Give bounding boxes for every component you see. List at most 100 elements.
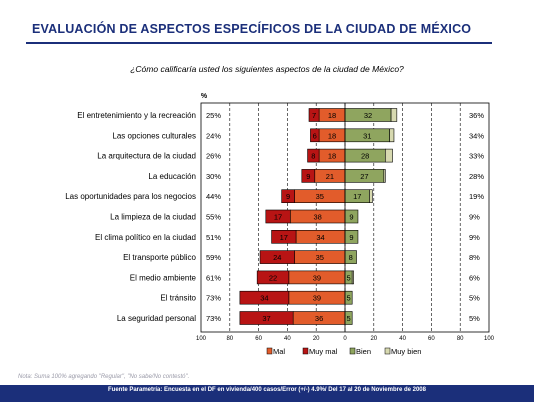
data-label-mal: 35: [316, 253, 324, 262]
data-label-mal: 34: [316, 233, 324, 242]
data-label-mal: 39: [313, 294, 321, 303]
negative-total-label: 61%: [206, 273, 221, 282]
bar-muy-bien: [383, 169, 386, 183]
data-label-bien: 5: [347, 273, 351, 282]
positive-total-label: 9%: [469, 233, 480, 242]
positive-total-label: 33%: [469, 152, 484, 161]
data-label-muy-mal: 17: [274, 213, 282, 222]
positive-total-label: 34%: [469, 131, 484, 140]
positive-total-label: 19%: [469, 192, 484, 201]
x-tick-label: 100: [484, 336, 495, 342]
data-label-bien: 27: [360, 172, 368, 181]
x-tick-label: 100: [196, 336, 207, 342]
bar-muy-mal: [256, 270, 290, 285]
legend-label: Mal: [273, 347, 285, 356]
data-label-mal: 38: [313, 213, 321, 222]
data-label-bien: 32: [364, 111, 372, 120]
category-label: La limpieza de la ciudad: [110, 213, 196, 222]
negative-total-label: 73%: [206, 294, 221, 303]
data-label-bien: 5: [347, 294, 351, 303]
chart-title: EVALUACIÓN DE ASPECTOS ESPECÍFICOS DE LA…: [32, 22, 472, 36]
positive-total-label: 9%: [469, 213, 480, 222]
x-tick-label: 20: [313, 336, 320, 342]
data-label-muy-mal: 9: [286, 192, 290, 201]
data-label-bien: 5: [347, 314, 351, 323]
data-label-mal: 18: [328, 111, 336, 120]
legend-label: Bien: [356, 347, 371, 356]
x-tick-label: 40: [399, 336, 406, 342]
category-label: El entretenimiento y la recreación: [77, 111, 196, 120]
data-label-bien: 31: [363, 131, 371, 140]
data-label-mal: 36: [315, 314, 323, 323]
bar-muy-bien: [385, 148, 393, 163]
positive-total-label: 28%: [469, 172, 484, 181]
legend-swatch: [302, 347, 309, 355]
x-tick-label: 40: [284, 336, 291, 342]
negative-total-label: 26%: [206, 152, 221, 161]
bar-muy-bien: [369, 189, 373, 203]
data-label-muy-mal: 17: [280, 233, 288, 242]
data-label-bien: 9: [349, 213, 353, 222]
negative-total-label: 51%: [206, 233, 221, 242]
data-label-muy-mal: 9: [306, 172, 310, 181]
x-tick-label: 80: [457, 336, 464, 342]
data-label-bien: 28: [361, 152, 369, 161]
negative-total-label: 30%: [206, 172, 221, 181]
category-label: El transporte público: [123, 253, 196, 262]
bar-muy-mal: [308, 108, 320, 122]
x-tick-label: 20: [370, 336, 377, 342]
positive-total-label: 6%: [469, 273, 480, 282]
x-tick-label: 80: [226, 336, 233, 342]
data-label-bien: 8: [349, 253, 353, 262]
percent-header: %: [201, 93, 208, 100]
chart-subtitle: ¿Cómo calificaría usted los siguientes a…: [130, 64, 404, 74]
data-label-muy-mal: 22: [269, 273, 277, 282]
category-label: Las oportunidades para los negocios: [65, 192, 196, 201]
category-label: La educación: [148, 172, 196, 181]
legend-swatch: [266, 347, 273, 355]
positive-total-label: 5%: [469, 314, 480, 323]
data-label-muy-mal: 8: [311, 152, 315, 161]
negative-total-label: 44%: [206, 192, 221, 201]
positive-total-label: 8%: [469, 253, 480, 262]
x-tick-label: 60: [255, 336, 262, 342]
category-label: El tránsito: [160, 294, 196, 303]
footnote: Nota: Suma 100% agregando "Regular", "No…: [18, 374, 190, 380]
legend-label: Muy bien: [391, 347, 421, 356]
legend-label: Muy mal: [309, 347, 338, 356]
data-label-muy-mal: 37: [262, 314, 270, 323]
legend-swatch: [349, 347, 356, 355]
x-tick-label: 0: [343, 336, 347, 342]
bar-muy-mal: [271, 230, 297, 244]
bar-muy-mal: [239, 290, 290, 305]
data-label-mal: 18: [328, 152, 336, 161]
data-label-mal: 21: [326, 172, 334, 181]
data-label-bien: 9: [349, 233, 353, 242]
positive-total-label: 36%: [469, 111, 484, 120]
category-label: El medio ambiente: [130, 273, 197, 282]
bar-muy-bien: [351, 270, 354, 285]
negative-total-label: 59%: [206, 253, 221, 262]
bar-muy-mal: [239, 311, 294, 325]
data-label-muy-mal: 7: [312, 111, 316, 120]
bar-muy-mal: [281, 189, 295, 203]
negative-total-label: 24%: [206, 131, 221, 140]
legend-swatch: [384, 347, 391, 355]
negative-total-label: 73%: [206, 314, 221, 323]
bar-muy-bien: [390, 108, 398, 122]
category-label: La seguridad personal: [117, 314, 196, 323]
data-label-muy-mal: 34: [260, 294, 268, 303]
data-label-muy-mal: 24: [273, 253, 281, 262]
category-label: La arquitectura de la ciudad: [97, 152, 196, 161]
negative-total-label: 25%: [206, 111, 221, 120]
category-label: El clima político en la ciudad: [95, 233, 196, 242]
negative-total-label: 55%: [206, 213, 221, 222]
source-footer: Fuente Parametría: Encuesta en el DF en …: [0, 385, 534, 402]
x-tick-label: 60: [428, 336, 435, 342]
positive-total-label: 5%: [469, 294, 480, 303]
data-label-mal: 18: [328, 131, 336, 140]
bar-muy-mal: [259, 250, 295, 264]
title-rule: [26, 42, 492, 44]
bar-muy-mal: [265, 209, 291, 224]
bar-muy-mal: [307, 148, 320, 163]
